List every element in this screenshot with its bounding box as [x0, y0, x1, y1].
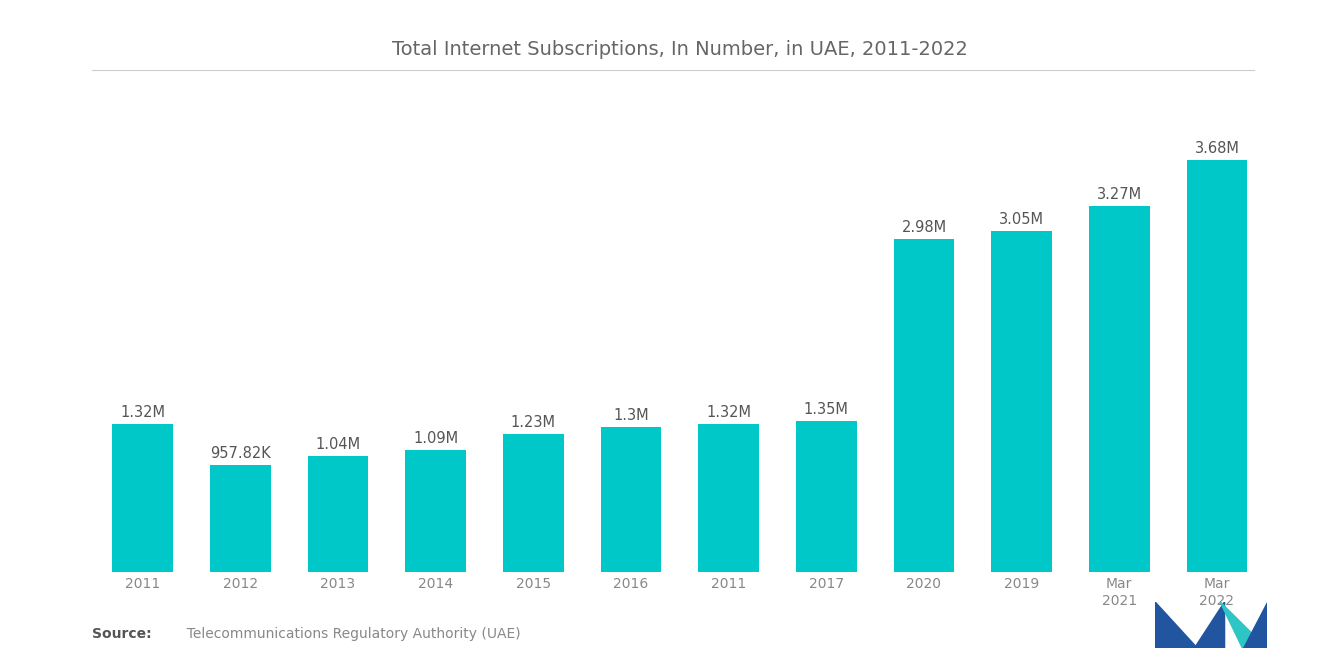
Text: 3.05M: 3.05M — [999, 212, 1044, 227]
Text: 1.32M: 1.32M — [120, 406, 165, 420]
Text: 1.09M: 1.09M — [413, 431, 458, 446]
Text: Telecommunications Regulatory Authority (UAE): Telecommunications Regulatory Authority … — [178, 627, 521, 642]
Bar — [894, 239, 954, 572]
Text: 1.35M: 1.35M — [804, 402, 849, 417]
Polygon shape — [1220, 602, 1267, 648]
Polygon shape — [1195, 602, 1225, 648]
Text: 957.82K: 957.82K — [210, 446, 271, 461]
Bar — [503, 434, 564, 572]
Text: 3.27M: 3.27M — [1097, 188, 1142, 202]
Text: 1.23M: 1.23M — [511, 416, 556, 430]
Bar — [796, 421, 857, 572]
Bar — [1089, 206, 1150, 572]
Polygon shape — [1242, 602, 1267, 648]
Bar — [1187, 160, 1247, 572]
Text: 1.32M: 1.32M — [706, 406, 751, 420]
Bar — [308, 456, 368, 572]
Bar — [112, 424, 173, 572]
Bar — [405, 450, 466, 572]
Bar — [210, 465, 271, 572]
Text: 1.04M: 1.04M — [315, 437, 360, 452]
Text: 1.3M: 1.3M — [614, 408, 649, 422]
Title: Total Internet Subscriptions, In Number, in UAE, 2011-2022: Total Internet Subscriptions, In Number,… — [392, 40, 968, 59]
Text: 3.68M: 3.68M — [1195, 142, 1239, 156]
Text: 2.98M: 2.98M — [902, 219, 946, 235]
Bar — [991, 231, 1052, 572]
Bar — [601, 426, 661, 572]
Polygon shape — [1155, 602, 1197, 648]
Bar — [698, 424, 759, 572]
Text: Source:: Source: — [92, 627, 152, 642]
